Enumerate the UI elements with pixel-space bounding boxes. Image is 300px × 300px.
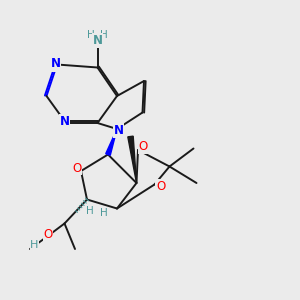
Text: N: N: [113, 124, 124, 137]
Text: H: H: [87, 30, 95, 40]
Text: N: N: [92, 34, 103, 47]
Text: H: H: [100, 30, 108, 40]
Text: H: H: [86, 206, 94, 217]
Text: H: H: [30, 239, 39, 250]
Text: N: N: [113, 122, 124, 136]
Text: N: N: [50, 58, 60, 71]
Text: O: O: [72, 161, 81, 175]
Text: N: N: [59, 115, 70, 128]
Polygon shape: [128, 136, 136, 183]
Text: N: N: [58, 116, 69, 130]
Text: N: N: [50, 56, 61, 70]
Text: O: O: [156, 179, 165, 193]
Text: H: H: [100, 208, 107, 218]
Text: O: O: [139, 140, 148, 154]
Text: O: O: [44, 227, 52, 241]
Polygon shape: [106, 129, 117, 155]
